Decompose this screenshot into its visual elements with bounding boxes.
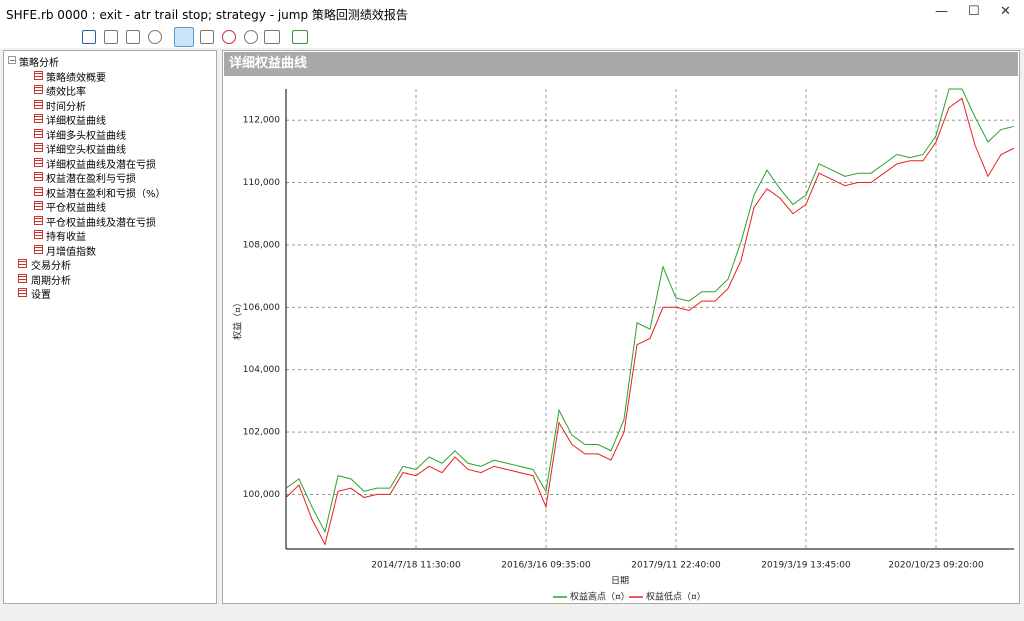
tree-item[interactable]: 权益潜在盈利与亏损 — [46, 174, 136, 185]
x-tick-label: 2019/3/19 13:45:00 — [761, 561, 851, 571]
panel-title: 详细权益曲线 — [224, 52, 1018, 76]
tree-item[interactable]: 持有收益 — [46, 232, 86, 243]
tree-icon — [34, 172, 43, 181]
tree-icon — [34, 157, 43, 167]
tree-icon — [34, 244, 43, 254]
tree-icon — [34, 201, 43, 210]
maximize-button[interactable]: ☐ — [968, 4, 980, 19]
tree-icon — [34, 70, 43, 80]
tree-item[interactable]: 权益潜在盈利和亏损（%） — [46, 188, 166, 200]
print-button[interactable] — [126, 30, 140, 44]
x-axis-label: 日期 — [611, 576, 629, 587]
tree-item[interactable]: 策略分析 — [19, 58, 59, 69]
pan-button[interactable] — [200, 30, 214, 44]
tree-icon — [18, 273, 27, 283]
y-tick-label: 112,000 — [243, 116, 280, 126]
tree-item[interactable]: 交易分析 — [31, 261, 71, 272]
chart-panel: 详细权益曲线 权益（¤） 日期 100,000 102,000 104,000 106… — [222, 50, 1020, 604]
y-tick-label: 100,000 — [243, 490, 280, 500]
cursor-button[interactable] — [174, 27, 194, 47]
toolbar — [0, 26, 1024, 48]
legend-label: 权益低点（¤） — [646, 591, 706, 603]
y-tick-label: 108,000 — [243, 240, 280, 250]
series-line — [285, 88, 1015, 534]
tree-icon — [34, 143, 43, 152]
title-bar: SHFE.rb 0000 : exit - atr trail stop; st… — [0, 0, 1024, 26]
save-button[interactable] — [82, 30, 96, 44]
x-tick-label: 2017/9/11 22:40:00 — [631, 561, 721, 571]
tree-item[interactable]: 详细权益曲线及潜在亏损 — [46, 159, 156, 171]
tree-icon — [34, 186, 43, 196]
tree-icon — [34, 215, 43, 225]
y-tick-label: 104,000 — [243, 365, 280, 375]
x-tick-label: 2016/3/16 09:35:00 — [501, 561, 591, 571]
tree-item[interactable]: 详细多头权益曲线 — [46, 130, 126, 142]
tree-icon — [18, 288, 27, 297]
tree-icon — [34, 230, 43, 239]
tree-item[interactable]: 周期分析 — [31, 275, 71, 287]
y-tick-label: 110,000 — [243, 178, 280, 188]
tree-icon — [18, 259, 27, 268]
window-title: SHFE.rb 0000 : exit - atr trail stop; st… — [6, 8, 408, 22]
copy-button[interactable] — [104, 30, 118, 44]
tree-item[interactable]: 月增值指数 — [46, 246, 96, 258]
minimize-button[interactable]: — — [935, 4, 948, 19]
tree-item[interactable]: 详细空头权益曲线 — [46, 145, 126, 156]
y-tick-label: 106,000 — [243, 303, 280, 313]
series-line — [285, 97, 1015, 546]
y-axis-label: 权益（¤） — [232, 298, 244, 340]
tree-item[interactable]: 绩效比率 — [46, 87, 86, 98]
expander[interactable]: − — [8, 56, 16, 65]
tree-item[interactable]: 策略绩效概要 — [46, 72, 106, 84]
tree-item[interactable]: 平仓权益曲线及潜在亏损 — [46, 217, 156, 229]
tree-icon — [34, 128, 43, 138]
tree-icon — [34, 85, 43, 94]
zoom-in-button[interactable] — [222, 30, 236, 44]
tree-item[interactable]: 详细权益曲线 — [46, 116, 106, 127]
chart: 权益（¤） 日期 100,000 102,000 104,000 106,000 108… — [232, 88, 1015, 603]
legend-label: 权益高点（¤） — [570, 591, 630, 603]
tree-icon — [34, 114, 43, 123]
settings-button[interactable] — [148, 30, 162, 44]
close-button[interactable]: ✕ — [1000, 4, 1011, 19]
tree-icon — [34, 99, 43, 109]
x-tick-label: 2020/10/23 09:20:00 — [888, 561, 983, 571]
chart-button[interactable] — [292, 30, 308, 44]
x-tick-label: 2014/7/18 11:30:00 — [371, 561, 461, 571]
tree-panel: − 策略分析策略绩效概要 绩效比率时间分析详细权益曲线详细多头权益曲线 详细空头权益曲… — [3, 50, 217, 604]
zoom-out-button[interactable] — [244, 30, 258, 44]
y-tick-label: 102,000 — [243, 428, 280, 438]
tree-item[interactable]: 时间分析 — [46, 101, 86, 113]
fit-button[interactable] — [264, 30, 280, 44]
tree-item[interactable]: 平仓权益曲线 — [46, 203, 106, 214]
tree-item[interactable]: 设置 — [31, 290, 51, 301]
